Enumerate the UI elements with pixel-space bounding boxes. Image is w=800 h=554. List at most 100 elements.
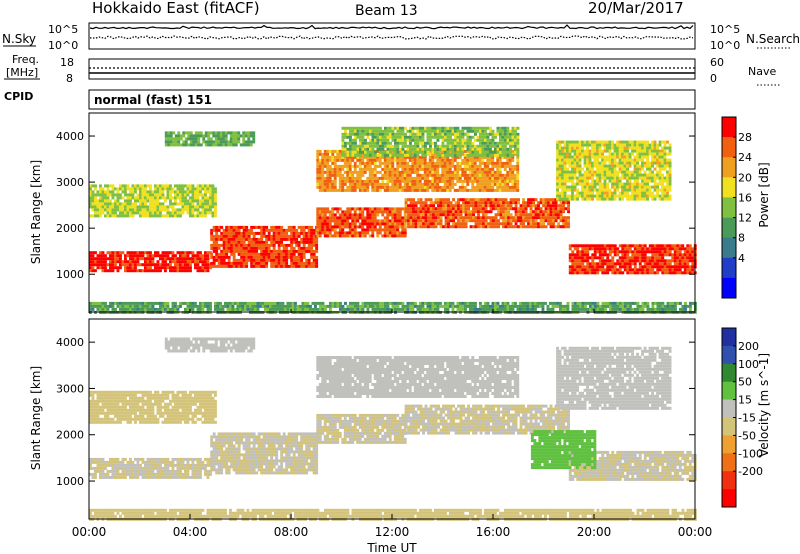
heatmap-cell [139,202,142,206]
heatmap-cell [391,176,395,180]
heatmap-cell [270,261,274,265]
heatmap-cell [471,153,475,157]
heatmap-cell [441,129,445,133]
heatmap-cell [581,185,584,189]
heatmap-cell [484,225,488,229]
heatmap-cell [458,179,462,183]
heatmap-cell [494,213,498,217]
heatmap-cell [384,132,387,136]
heatmap-cell [583,185,587,189]
heatmap-cell [217,255,221,259]
heatmap-cell [481,185,485,189]
heatmap-cell [421,132,425,136]
heatmap-cell [136,269,140,273]
noise-right-tick-bottom: 10^0 [710,39,740,52]
heatmap-cell [220,252,224,256]
heatmap-cell [201,196,205,200]
heatmap-cell [429,210,433,214]
heatmap-cell [633,185,637,189]
heatmap-cell [369,126,372,130]
heatmap-cell [473,161,477,165]
heatmap-cell [688,247,692,251]
heatmap-cell [558,182,562,186]
heatmap-cell [683,253,687,257]
heatmap-cell [94,187,97,191]
heatmap-cell [511,132,515,136]
heatmap-cell [429,219,433,223]
heatmap-cell [146,254,150,258]
heatmap-cell [507,207,510,211]
heatmap-cell [638,155,642,159]
heatmap-cell [643,155,647,159]
heatmap-cell [596,155,599,159]
heatmap-cell [626,244,630,248]
heatmap-cell [156,214,160,218]
heatmap-cell [558,173,562,177]
heatmap-cell [220,249,224,253]
heatmap-cell [641,182,644,186]
heatmap-cell [641,247,645,251]
heatmap-cell [596,188,599,192]
heatmap-cell [559,225,563,229]
heatmap-cell [636,158,639,162]
heatmap-cell [563,194,567,198]
heatmap-cell [623,250,627,254]
heatmap-cell [328,210,332,214]
heatmap-cell [451,126,455,130]
heatmap-cell [272,249,276,253]
heatmap-cell [104,260,107,264]
heatmap-cell [596,247,600,251]
heatmap-cell [452,219,455,223]
heatmap-cell [366,176,370,180]
heatmap-cell [341,135,345,139]
heatmap-cell [338,182,342,186]
heatmap-cell [212,225,216,229]
heatmap-cell [474,129,477,133]
heatmap-cell [184,269,187,273]
heatmap-cell [504,126,507,130]
heatmap-cell [606,262,610,266]
heatmap-cell [499,126,502,130]
heatmap-cell [668,262,672,266]
heatmap-cell [578,256,582,260]
heatmap-cell [568,158,572,162]
heatmap-cell [458,164,462,168]
heatmap-cell [403,173,407,177]
heatmap-cell [486,155,490,159]
heatmap-cell [388,176,392,180]
heatmap-cell [643,265,647,269]
heatmap-cell [473,158,477,162]
heatmap-cell [204,269,207,273]
heatmap-cell [305,261,309,265]
heatmap-cell [214,199,217,203]
heatmap-cell [189,199,192,203]
heatmap-cell [94,257,97,261]
heatmap-cell [646,259,650,263]
heatmap-cell [576,179,579,183]
heatmap-cell [386,207,390,211]
heatmap-cell [557,204,560,208]
heatmap-cell [576,268,580,272]
heatmap-cell [434,126,437,130]
heatmap-cell [297,225,301,229]
heatmap-cell [348,173,352,177]
heatmap-cell [456,135,460,139]
heatmap-cell [437,207,440,211]
heatmap-cell [257,258,261,262]
heatmap-cell [476,179,480,183]
heatmap-cell [210,237,214,241]
heatmap-cell [558,155,562,159]
heatmap-cell [608,262,612,266]
heatmap-cell [383,173,387,177]
heatmap-cell [416,188,420,192]
heatmap-cell [479,135,482,139]
heatmap-cell [454,138,457,142]
heatmap-cell [431,188,435,192]
heatmap-cell [247,231,251,235]
heatmap-cell [323,225,327,229]
heatmap-cell [404,210,408,214]
heatmap-cell [512,207,515,211]
heatmap-cell [633,167,637,171]
heatmap-cell [618,149,622,153]
heatmap-cell [466,182,470,186]
